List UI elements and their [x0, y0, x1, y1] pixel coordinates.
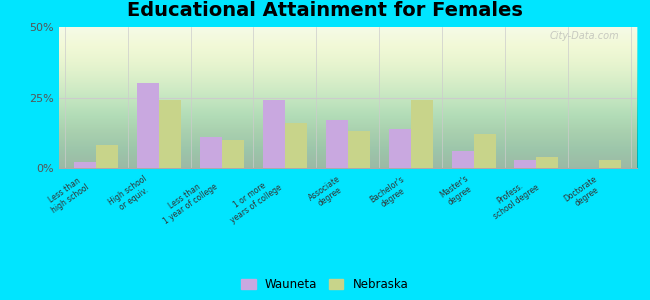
Legend: Wauneta, Nebraska: Wauneta, Nebraska: [241, 278, 409, 291]
Bar: [137, 83, 159, 168]
Bar: [599, 160, 621, 168]
Bar: [222, 140, 244, 168]
Text: Doctorate
degree: Doctorate degree: [562, 174, 605, 212]
Bar: [263, 100, 285, 168]
Text: Profess.
school degree: Profess. school degree: [486, 174, 541, 220]
Text: Master's
degree: Master's degree: [439, 174, 476, 208]
Bar: [389, 128, 411, 168]
Bar: [452, 151, 473, 168]
Text: 1 or more
years of college: 1 or more years of college: [223, 174, 283, 225]
Text: Less than
high school: Less than high school: [44, 174, 90, 215]
Text: Associate
degree: Associate degree: [307, 174, 348, 211]
Bar: [96, 146, 118, 168]
Bar: [473, 134, 495, 168]
Bar: [326, 120, 348, 168]
Bar: [200, 137, 222, 168]
Bar: [74, 162, 96, 168]
Bar: [514, 160, 536, 168]
Bar: [411, 100, 433, 168]
Bar: [536, 157, 558, 168]
Bar: [348, 131, 370, 168]
Text: Less than
1 year of college: Less than 1 year of college: [156, 174, 219, 226]
Text: Educational Attainment for Females: Educational Attainment for Females: [127, 2, 523, 20]
Bar: [159, 100, 181, 168]
Bar: [285, 123, 307, 168]
Text: City-Data.com: City-Data.com: [550, 31, 619, 41]
Text: Bachelor's
degree: Bachelor's degree: [369, 174, 412, 213]
Text: High school
or equiv.: High school or equiv.: [107, 174, 155, 215]
